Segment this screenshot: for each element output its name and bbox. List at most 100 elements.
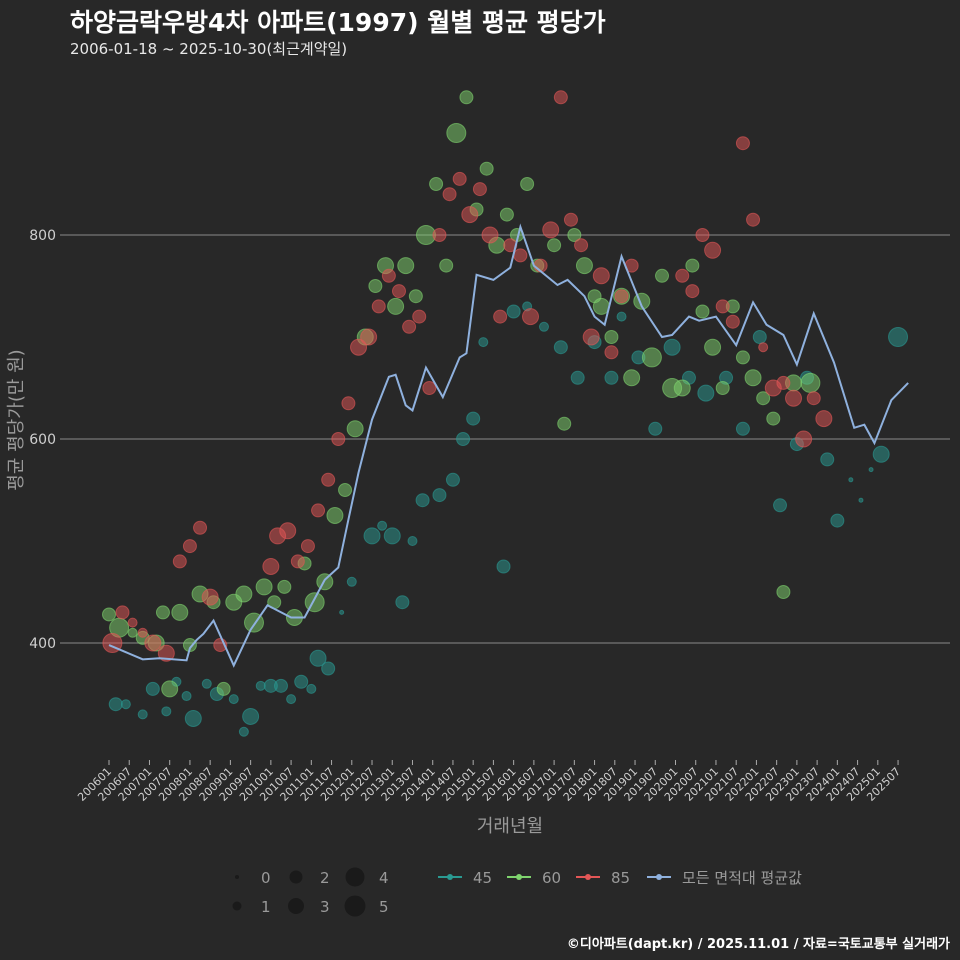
size-legend-circle — [288, 898, 304, 914]
point-85 — [704, 241, 722, 259]
chart-subtitle: 2006-01-18 ~ 2025-10-30(최근계약일) — [70, 40, 348, 58]
point-85 — [758, 342, 769, 353]
point-85 — [776, 375, 791, 390]
point-45 — [858, 497, 864, 503]
point-85 — [725, 314, 740, 329]
point-85 — [381, 268, 396, 283]
point-85 — [695, 228, 710, 242]
point-45 — [306, 683, 317, 694]
series-legend-label: 60 — [542, 869, 561, 887]
point-60 — [171, 603, 189, 621]
point-45 — [161, 706, 172, 717]
point-60 — [557, 416, 572, 431]
point-85 — [685, 284, 700, 299]
point-85 — [311, 503, 326, 518]
point-85 — [201, 588, 219, 606]
point-60 — [326, 507, 344, 524]
point-85 — [735, 136, 750, 151]
point-45 — [339, 609, 345, 615]
point-85 — [604, 345, 619, 360]
point-45 — [773, 498, 788, 513]
point-85 — [402, 319, 417, 334]
point-85 — [675, 268, 690, 283]
point-45 — [538, 321, 549, 332]
point-60 — [735, 350, 750, 365]
point-85 — [172, 554, 187, 569]
point-60 — [715, 381, 730, 395]
point-45 — [145, 681, 160, 696]
legend-dot-key — [585, 874, 591, 880]
point-45 — [346, 576, 357, 587]
legend-dot-key — [656, 874, 662, 880]
point-85 — [563, 212, 578, 227]
point-85 — [522, 308, 539, 326]
size-legend-label: 1 — [261, 898, 271, 916]
size-legend-circle — [345, 867, 365, 887]
point-85 — [715, 299, 730, 314]
point-85 — [442, 187, 457, 202]
x-axis-title: 거래년월 — [477, 816, 543, 837]
point-85 — [350, 338, 368, 356]
series-legend-label: 45 — [473, 869, 492, 887]
point-45 — [415, 493, 430, 508]
point-85 — [290, 554, 305, 569]
point-45 — [137, 709, 148, 720]
point-60 — [547, 238, 562, 253]
point-45 — [383, 527, 401, 545]
point-85 — [472, 182, 487, 197]
point-45 — [184, 709, 202, 727]
point-45 — [697, 384, 715, 402]
point-45 — [478, 337, 489, 348]
point-85 — [391, 284, 406, 299]
point-85 — [371, 299, 386, 314]
point-60 — [277, 579, 292, 594]
point-45 — [395, 595, 410, 610]
legend-dot-key — [516, 874, 522, 880]
point-60 — [575, 257, 593, 275]
point-85 — [614, 289, 629, 304]
size-legend-circle — [232, 901, 242, 911]
point-60 — [776, 585, 791, 599]
point-85 — [785, 389, 803, 407]
point-85 — [157, 644, 175, 662]
point-85 — [795, 430, 813, 448]
point-45 — [735, 421, 750, 436]
point-85 — [574, 238, 589, 253]
point-60 — [623, 369, 641, 387]
point-45 — [242, 707, 260, 725]
point-45 — [570, 370, 585, 385]
point-60 — [397, 257, 415, 275]
point-85 — [193, 520, 208, 535]
y-tick-label: 600 — [29, 432, 56, 448]
size-legend-label: 2 — [320, 869, 330, 887]
point-85 — [127, 617, 138, 628]
point-45 — [181, 691, 192, 702]
point-60 — [255, 578, 273, 596]
point-60 — [695, 304, 710, 319]
point-45 — [228, 694, 239, 705]
y-tick-label: 400 — [29, 636, 56, 652]
point-45 — [496, 559, 511, 574]
point-85 — [461, 206, 479, 224]
point-85 — [746, 212, 761, 227]
point-85 — [432, 228, 447, 242]
point-45 — [321, 661, 336, 676]
point-60 — [604, 330, 619, 344]
point-45 — [848, 477, 854, 483]
point-45 — [648, 421, 663, 436]
point-85 — [592, 267, 610, 285]
point-85 — [806, 391, 821, 406]
point-45 — [820, 452, 835, 467]
point-85 — [815, 410, 833, 428]
size-legend-circle — [344, 895, 366, 917]
point-85 — [452, 171, 467, 186]
point-85 — [582, 328, 600, 346]
point-85 — [412, 309, 427, 324]
point-60 — [102, 607, 116, 622]
series-legend-label: 85 — [611, 869, 630, 887]
point-45 — [309, 649, 327, 667]
point-45 — [466, 411, 481, 426]
point-45 — [201, 678, 212, 689]
